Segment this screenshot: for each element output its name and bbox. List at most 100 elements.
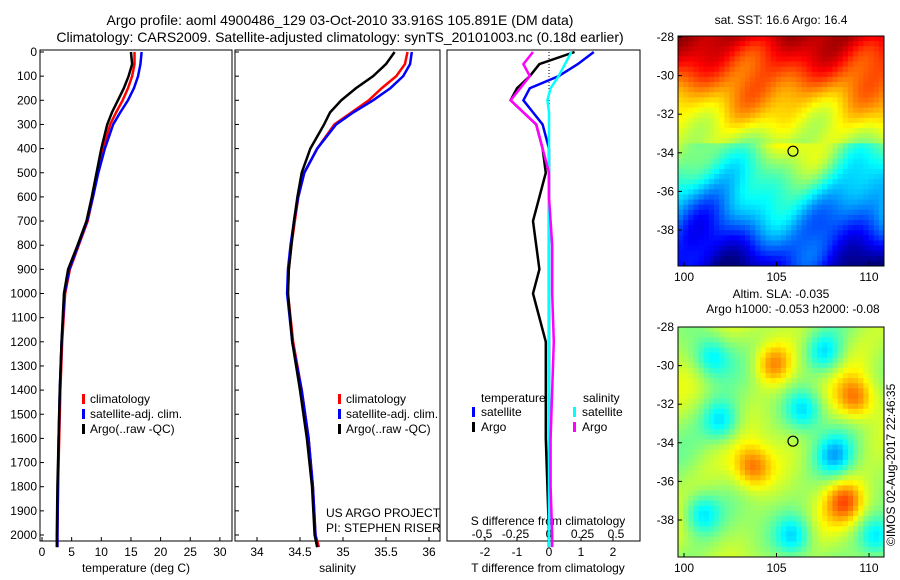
heatmap-cell [786, 204, 792, 211]
heatmap-cell [750, 541, 756, 548]
heatmap-cell [708, 521, 715, 527]
heatmap-cell [703, 143, 710, 149]
heatmap-cell [863, 505, 870, 512]
heatmap-cell [678, 189, 684, 195]
x-tick-label: 100 [674, 561, 694, 575]
heatmap-cell [786, 87, 792, 93]
heatmap-cell [791, 516, 797, 522]
heatmap-cell [878, 102, 885, 109]
heatmap-cell [724, 546, 730, 553]
heatmap-cell [817, 102, 823, 109]
heatmap-cell [739, 541, 746, 548]
heatmap-cell [842, 204, 849, 211]
heatmap-cell [770, 551, 777, 558]
heatmap-cell [755, 214, 761, 221]
heatmap-cell [683, 163, 689, 170]
heatmap-cell [755, 342, 761, 348]
heatmap-cell [806, 342, 813, 348]
heatmap-cell [765, 61, 772, 68]
heatmap-cell [811, 398, 818, 405]
heatmap-cell [801, 184, 808, 190]
heatmap-cell [683, 347, 689, 354]
heatmap-cell [703, 480, 710, 486]
heatmap-cell [868, 153, 875, 160]
heatmap-cell [847, 179, 854, 185]
heatmap-cell [873, 209, 880, 216]
heatmap-cell [714, 434, 720, 440]
heatmap-cell [765, 76, 772, 83]
heatmap-cell [868, 546, 875, 553]
heatmap-cell [827, 511, 833, 517]
heatmap-cell [683, 434, 689, 440]
heatmap-cell [868, 388, 875, 394]
heatmap-cell [878, 495, 885, 502]
heatmap-cell [858, 82, 864, 88]
heatmap-cell [811, 444, 818, 451]
heatmap-cell [847, 112, 854, 119]
heatmap-cell [827, 516, 833, 522]
heatmap-cell [858, 465, 864, 471]
heatmap-cell [708, 347, 715, 354]
heatmap-cell [688, 260, 694, 267]
heatmap-cell [832, 332, 839, 338]
heatmap-cell [724, 439, 730, 446]
heatmap-cell [765, 485, 772, 492]
heatmap-cell [878, 76, 885, 83]
heatmap-cell [853, 117, 859, 124]
heatmap-cell [837, 56, 844, 63]
heatmap-cell [837, 240, 844, 247]
heatmap-cell [832, 362, 839, 369]
heatmap-cell [786, 235, 792, 241]
heatmap-cell [708, 220, 715, 226]
heatmap-cell [878, 526, 885, 532]
heatmap-cell [734, 199, 741, 206]
heatmap-cell [719, 122, 725, 129]
heatmap-cell [744, 61, 751, 68]
heatmap-cell [878, 250, 885, 257]
heatmap-cell [760, 189, 767, 195]
heatmap-cell [868, 189, 875, 195]
heatmap-cell [832, 250, 839, 257]
heatmap-cell [873, 526, 880, 532]
heatmap-cell [719, 403, 725, 410]
heatmap-cell [688, 511, 694, 517]
heatmap-cell [781, 511, 787, 517]
heatmap-cell [760, 143, 767, 149]
heatmap-cell [734, 97, 741, 103]
heatmap-cell [703, 51, 710, 57]
heatmap-cell [760, 102, 767, 109]
heatmap-cell [786, 250, 792, 257]
heatmap-cell [683, 133, 689, 139]
heatmap-cell [719, 230, 725, 236]
heatmap-cell [842, 526, 849, 532]
heatmap-cell [750, 92, 756, 98]
heatmap-cell [703, 184, 710, 190]
heatmap-cell [817, 148, 823, 155]
heatmap-cell [744, 245, 751, 252]
heatmap-cell [827, 413, 833, 420]
heatmap-cell [750, 439, 756, 446]
heatmap-cell [775, 51, 782, 57]
plot-frame [234, 49, 441, 542]
heatmap-cell [775, 71, 782, 78]
heatmap-cell [724, 505, 730, 512]
heatmap-cell [739, 526, 746, 532]
heatmap-cell [858, 107, 864, 114]
heatmap-cell [744, 521, 751, 527]
heatmap-cell [708, 158, 715, 165]
heatmap-cell [847, 383, 854, 389]
heatmap-cell [714, 117, 720, 124]
heatmap-cell [739, 97, 746, 103]
heatmap-cell [760, 153, 767, 160]
heatmap-cell [847, 332, 854, 338]
heatmap-cell [703, 531, 710, 538]
heatmap-cell [791, 174, 797, 180]
heatmap-cell [760, 87, 767, 93]
heatmap-cell [739, 419, 746, 425]
heatmap-cell [693, 449, 700, 456]
heatmap-cell [739, 500, 746, 507]
heatmap-cell [822, 332, 828, 338]
heatmap-cell [817, 128, 823, 134]
heatmap-cell [822, 459, 828, 466]
heatmap-cell [693, 531, 700, 538]
